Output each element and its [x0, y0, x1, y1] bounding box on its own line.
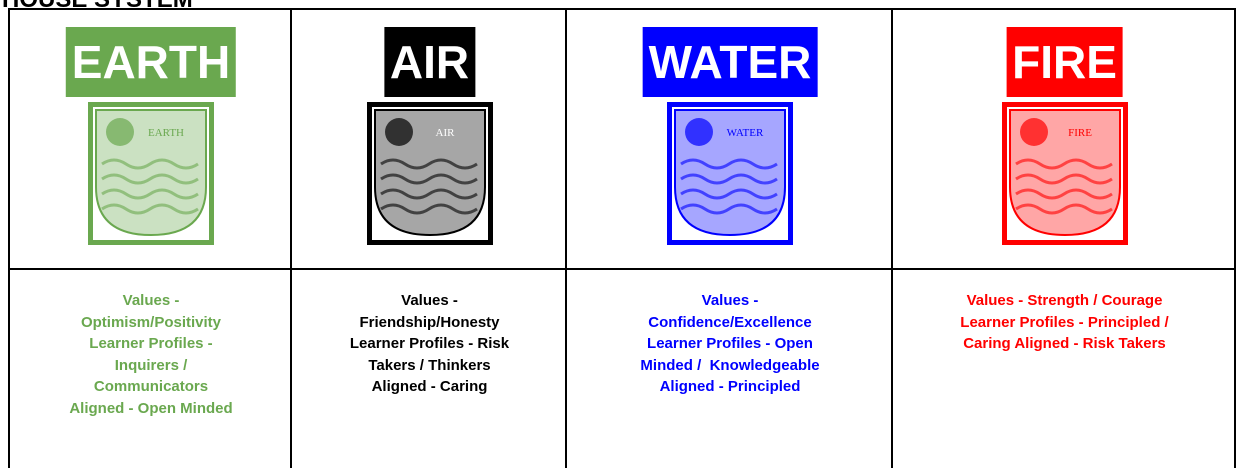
crest-pattern	[680, 158, 778, 170]
house-column: WATER WATER Values - Confidence/Excellence L…	[567, 10, 893, 468]
house-table: EARTH EARTH Values - Optimism/Positivity Lea…	[8, 8, 1236, 468]
crest-pattern	[101, 188, 199, 200]
description-line: Inquirers /	[114, 356, 188, 374]
column-divider	[565, 10, 567, 468]
crest-label: FIRE	[1068, 127, 1092, 139]
crest-pattern	[1014, 188, 1113, 200]
description-line: Learner Profiles -	[89, 335, 213, 352]
crest-pattern	[680, 173, 778, 185]
house-name: AIR	[383, 27, 476, 97]
crest-emblem	[1019, 118, 1048, 146]
crest-pattern	[680, 203, 778, 215]
row-divider	[10, 268, 1234, 270]
house-name: FIRE	[1006, 27, 1123, 97]
description-line: Takers / Thinkers	[368, 356, 491, 374]
house-name: EARTH	[65, 27, 237, 97]
description-line: Communicators	[93, 378, 209, 395]
house-crest: WATER	[667, 102, 793, 245]
description-line: Values -	[401, 292, 458, 309]
description-line: Caring Aligned - Risk Takers	[963, 335, 1166, 352]
house-column: FIRE FIRE Values - Strength / Courage Learn…	[893, 10, 1236, 468]
house-column: AIR AIR Values - Friendship/Honesty Learner …	[292, 10, 567, 468]
crest-label: AIR	[435, 127, 455, 139]
crest-pattern	[101, 158, 199, 170]
crest-pattern	[1014, 173, 1113, 185]
description-line: Optimism/Positivity	[80, 313, 222, 331]
description-line: Values -	[701, 292, 759, 309]
column-divider	[891, 10, 893, 468]
crest-pattern	[680, 188, 778, 200]
house-crest: AIR	[366, 102, 493, 245]
description-line: Confidence/Excellence	[648, 313, 812, 331]
description-line: Friendship/Honesty	[359, 313, 500, 331]
crest-emblem	[106, 118, 134, 146]
crest-pattern	[101, 203, 199, 215]
column-divider	[290, 10, 292, 468]
house-crest: EARTH	[88, 102, 214, 245]
house-description: Values - Confidence/Excellence Learner Pro…	[567, 290, 893, 398]
house-description: Values - Friendship/Honesty Learner Profil…	[292, 290, 567, 398]
crest-pattern	[379, 158, 478, 170]
description-line: Aligned - Principled	[659, 378, 801, 395]
description-line: Learner Profiles - Principled /	[960, 313, 1169, 331]
crest-label: WATER	[727, 127, 764, 139]
house-description: Values - Strength / Courage Learner Profi…	[893, 290, 1236, 355]
description-line: Values -	[122, 292, 180, 309]
crest-pattern	[101, 173, 199, 185]
crest-label: EARTH	[148, 127, 184, 139]
house-description: Values - Optimism/Positivity Learner Profi…	[10, 290, 292, 419]
crest-emblem	[685, 118, 713, 146]
crest-pattern	[1014, 203, 1113, 215]
description-line: Minded / Knowledgeable	[640, 356, 820, 374]
house-name: WATER	[642, 27, 818, 97]
crest-pattern	[379, 188, 478, 200]
description-line: Aligned - Open Minded	[69, 399, 233, 417]
crest-emblem	[384, 118, 413, 146]
house-crest: FIRE	[1001, 102, 1128, 245]
description-line: Values - Strength / Courage	[966, 292, 1163, 309]
crest-pattern	[379, 203, 478, 215]
description-line: Learner Profiles - Open	[647, 335, 813, 352]
crest-pattern	[1014, 158, 1113, 170]
crest-pattern	[379, 173, 478, 185]
house-column: EARTH EARTH Values - Optimism/Positivity Lea…	[10, 10, 292, 468]
description-line: Aligned - Caring	[371, 378, 488, 395]
description-line: Learner Profiles - Risk	[349, 335, 510, 352]
